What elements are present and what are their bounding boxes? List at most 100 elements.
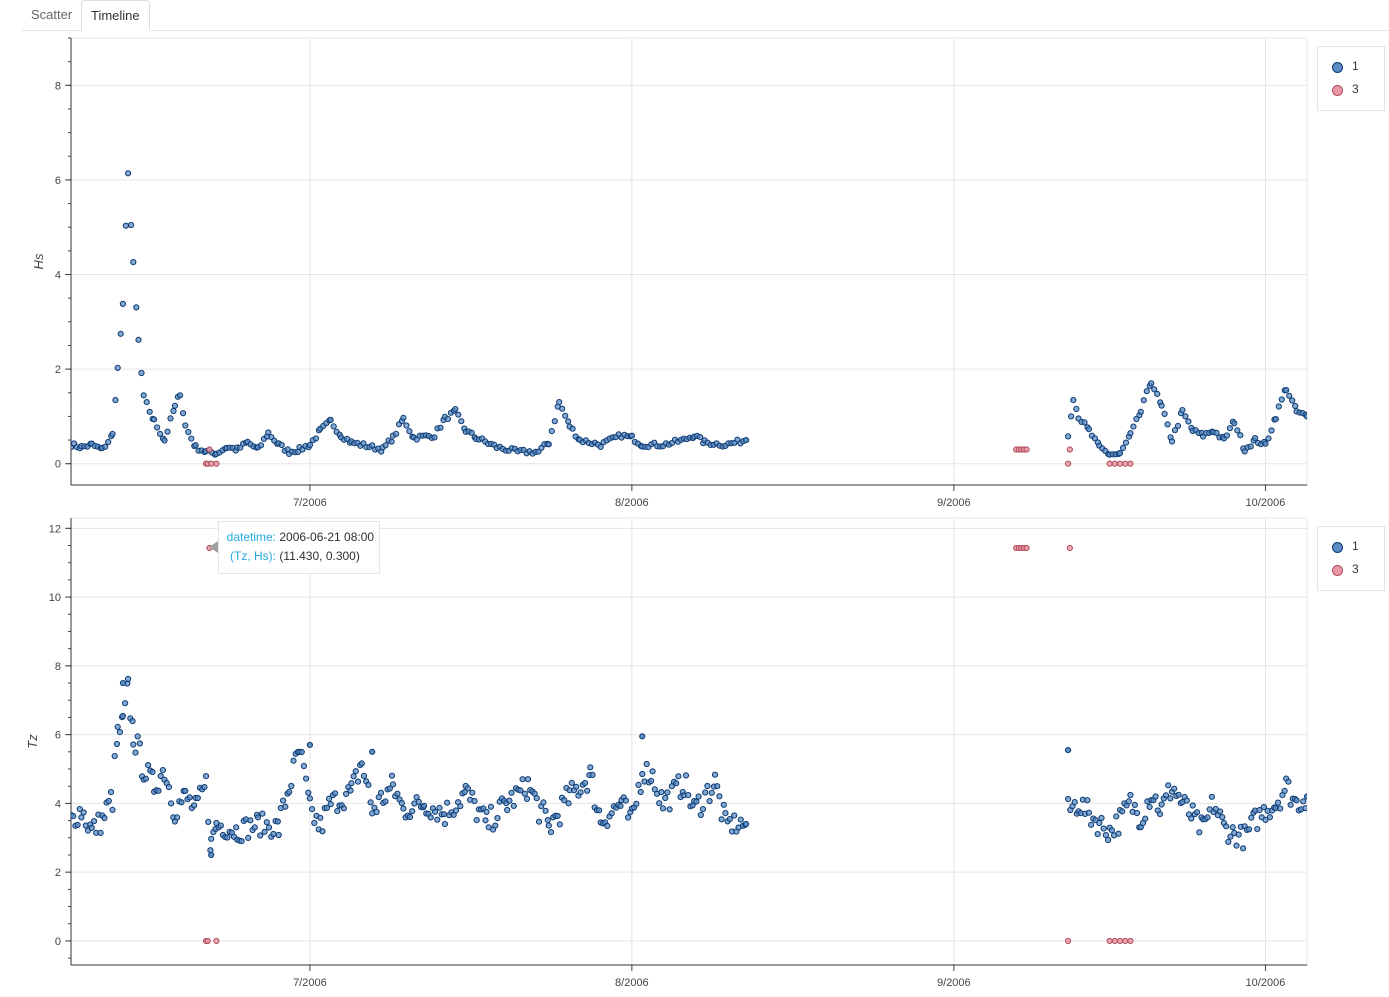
legend-item-1[interactable]: 1 [1318, 57, 1384, 77]
data-point-series-1 [76, 806, 83, 813]
data-point-series-1 [464, 785, 471, 792]
data-point-series-1 [1113, 813, 1120, 820]
data-point-series-1 [633, 800, 640, 807]
legend-item-3[interactable]: 3 [1318, 560, 1384, 580]
data-point-series-1 [186, 794, 193, 801]
data-point-series-1 [662, 794, 669, 802]
plot-area [71, 170, 1307, 467]
data-point-series-1 [1115, 830, 1122, 837]
y-tick-label: 12 [49, 523, 61, 535]
data-point-series-1 [565, 800, 572, 807]
data-point-series-1 [1303, 413, 1307, 420]
data-point-series-1 [1096, 819, 1103, 827]
data-point-series-1 [1194, 809, 1201, 816]
data-point-series-3 [1066, 446, 1073, 453]
data-point-series-1 [1171, 785, 1178, 792]
x-tick-label: 9/2006 [937, 497, 971, 509]
hs-timeline-plot[interactable]: 0 2 4 6 8 7/2006 8/2006 9/2006 10/2006 Hs [0, 32, 1315, 512]
tab-timeline[interactable]: Timeline [81, 0, 150, 31]
data-point-series-1 [1156, 811, 1164, 818]
data-point-series-3 [1023, 446, 1030, 453]
data-point-series-1 [596, 807, 603, 814]
data-point-series-1 [400, 414, 407, 421]
data-point-series-1 [352, 768, 359, 775]
data-point-series-1 [365, 781, 372, 788]
data-point-series-1 [457, 803, 464, 810]
plot-frame [70, 517, 1308, 966]
data-point-series-1 [452, 406, 459, 413]
data-point-series-1 [440, 811, 447, 818]
data-point-series-1 [350, 773, 357, 780]
data-point-series-1 [257, 442, 265, 449]
plot-frame [70, 37, 1308, 486]
data-point-series-1 [119, 712, 127, 720]
hs-legend: 1 3 [1317, 46, 1385, 111]
legend-item-1[interactable]: 1 [1318, 537, 1384, 557]
data-point-series-1 [581, 779, 589, 787]
data-point-series-1 [334, 808, 341, 815]
data-point-series-1 [130, 741, 137, 748]
data-point-series-1 [1162, 792, 1170, 799]
data-point-series-1 [622, 797, 630, 804]
data-point-series-1 [437, 424, 444, 431]
data-point-series-1 [178, 799, 185, 806]
data-point-series-1 [1179, 407, 1186, 414]
data-point-series-1 [358, 760, 365, 767]
data-point-series-1 [1122, 439, 1130, 446]
data-point-series-1 [140, 392, 147, 399]
data-point-series-1 [309, 806, 316, 813]
data-point-series-1 [562, 412, 569, 419]
legend-item-3[interactable]: 3 [1318, 80, 1384, 100]
data-point-series-1 [1091, 435, 1099, 442]
data-point-series-1 [1225, 838, 1232, 845]
data-point-series-1 [1130, 423, 1137, 430]
data-point-series-1 [319, 828, 326, 835]
data-point-series-1 [1098, 814, 1105, 822]
data-point-series-1 [523, 795, 531, 802]
data-point-series-1 [519, 776, 526, 783]
data-point-series-1 [254, 814, 262, 821]
data-point-series-1 [699, 806, 707, 813]
data-point-series-1 [718, 816, 725, 823]
data-point-series-1 [1068, 413, 1075, 420]
data-point-series-1 [1116, 450, 1124, 457]
y-tick-label: 4 [55, 270, 61, 282]
data-point-series-1 [1237, 432, 1244, 439]
data-point-series-1 [1127, 430, 1134, 437]
data-point-series-1 [369, 442, 376, 449]
tz-timeline-plot[interactable]: 0 2 4 6 8 10 12 7/2006 8/2006 9/2006 10/2006 Tz [0, 512, 1315, 997]
tooltip-value: (11.430, 0.300) [279, 549, 360, 563]
data-point-series-1 [1234, 427, 1241, 434]
data-point-series-1 [157, 772, 164, 780]
data-point-series-1 [504, 806, 511, 814]
y-tick-label: 0 [55, 459, 61, 471]
legend-swatch-3 [1332, 85, 1343, 96]
data-point-series-1 [487, 803, 494, 810]
data-point-series-1 [468, 429, 475, 436]
data-point-series-1 [194, 794, 201, 802]
data-point-series-1 [1164, 421, 1171, 428]
data-point-series-1 [444, 415, 451, 423]
data-point-series-1 [1302, 805, 1307, 812]
data-point-series-1 [129, 718, 136, 725]
data-point-series-1 [427, 814, 434, 821]
data-point-series-1 [134, 733, 141, 740]
tab-scatter[interactable]: Scatter [31, 7, 73, 22]
x-tick-label: 7/2006 [293, 977, 327, 989]
data-point-series-1 [569, 425, 576, 432]
data-point-series-1 [133, 304, 140, 311]
data-point-series-3 [1065, 937, 1072, 945]
data-point-series-1 [436, 804, 443, 811]
data-point-series-1 [1158, 402, 1165, 409]
data-point-series-1 [1289, 397, 1296, 404]
data-point-series-1 [1158, 801, 1165, 808]
data-point-series-1 [431, 434, 438, 441]
data-point-series-1 [1065, 433, 1072, 440]
data-point-series-1 [135, 336, 142, 343]
data-point-series-1 [589, 771, 596, 778]
data-point-series-1 [74, 821, 81, 828]
data-point-series-1 [1229, 824, 1236, 831]
data-point-series-1 [542, 807, 549, 814]
data-point-series-1 [403, 422, 410, 429]
data-point-series-1 [1119, 444, 1127, 451]
